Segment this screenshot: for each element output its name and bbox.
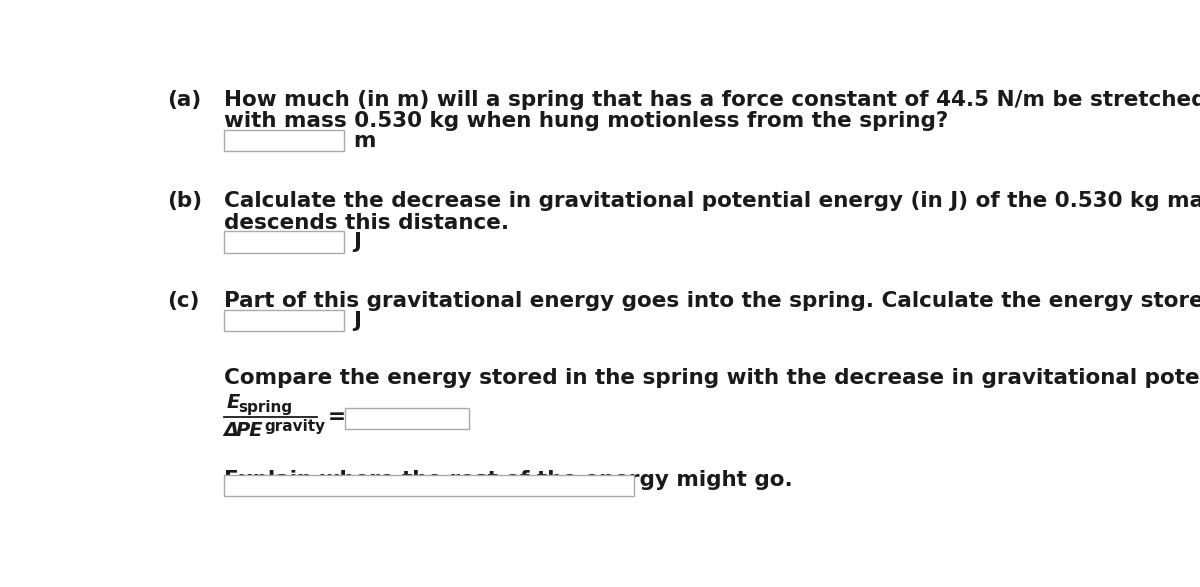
Text: m: m <box>353 130 376 150</box>
Text: J: J <box>353 311 361 330</box>
Text: E: E <box>227 393 240 411</box>
Text: Calculate the decrease in gravitational potential energy (in J) of the 0.530 kg : Calculate the decrease in gravitational … <box>223 191 1200 211</box>
Text: PE: PE <box>236 421 264 440</box>
Text: (b): (b) <box>167 191 202 211</box>
Text: (c): (c) <box>167 291 199 312</box>
Text: =: = <box>328 407 346 427</box>
Text: Part of this gravitational energy goes into the spring. Calculate the energy sto: Part of this gravitational energy goes i… <box>223 291 1200 312</box>
Text: (a): (a) <box>167 90 202 110</box>
Text: descends this distance.: descends this distance. <box>223 213 509 233</box>
Text: Explain where the rest of the energy might go.: Explain where the rest of the energy mig… <box>223 470 792 490</box>
Text: Δ: Δ <box>223 421 239 440</box>
Bar <box>223 310 343 332</box>
Text: Compare the energy stored in the spring with the decrease in gravitational poten: Compare the energy stored in the spring … <box>223 369 1200 389</box>
Text: J: J <box>353 232 361 252</box>
Bar <box>344 408 468 429</box>
Text: How much (in m) will a spring that has a force constant of 44.5 N/m be stretched: How much (in m) will a spring that has a… <box>223 90 1200 110</box>
Bar <box>223 231 343 253</box>
Bar <box>223 475 635 496</box>
Text: gravity: gravity <box>264 419 325 434</box>
Text: spring: spring <box>239 400 293 414</box>
Text: with mass 0.530 kg when hung motionless from the spring?: with mass 0.530 kg when hung motionless … <box>223 112 948 131</box>
Bar <box>223 130 343 151</box>
